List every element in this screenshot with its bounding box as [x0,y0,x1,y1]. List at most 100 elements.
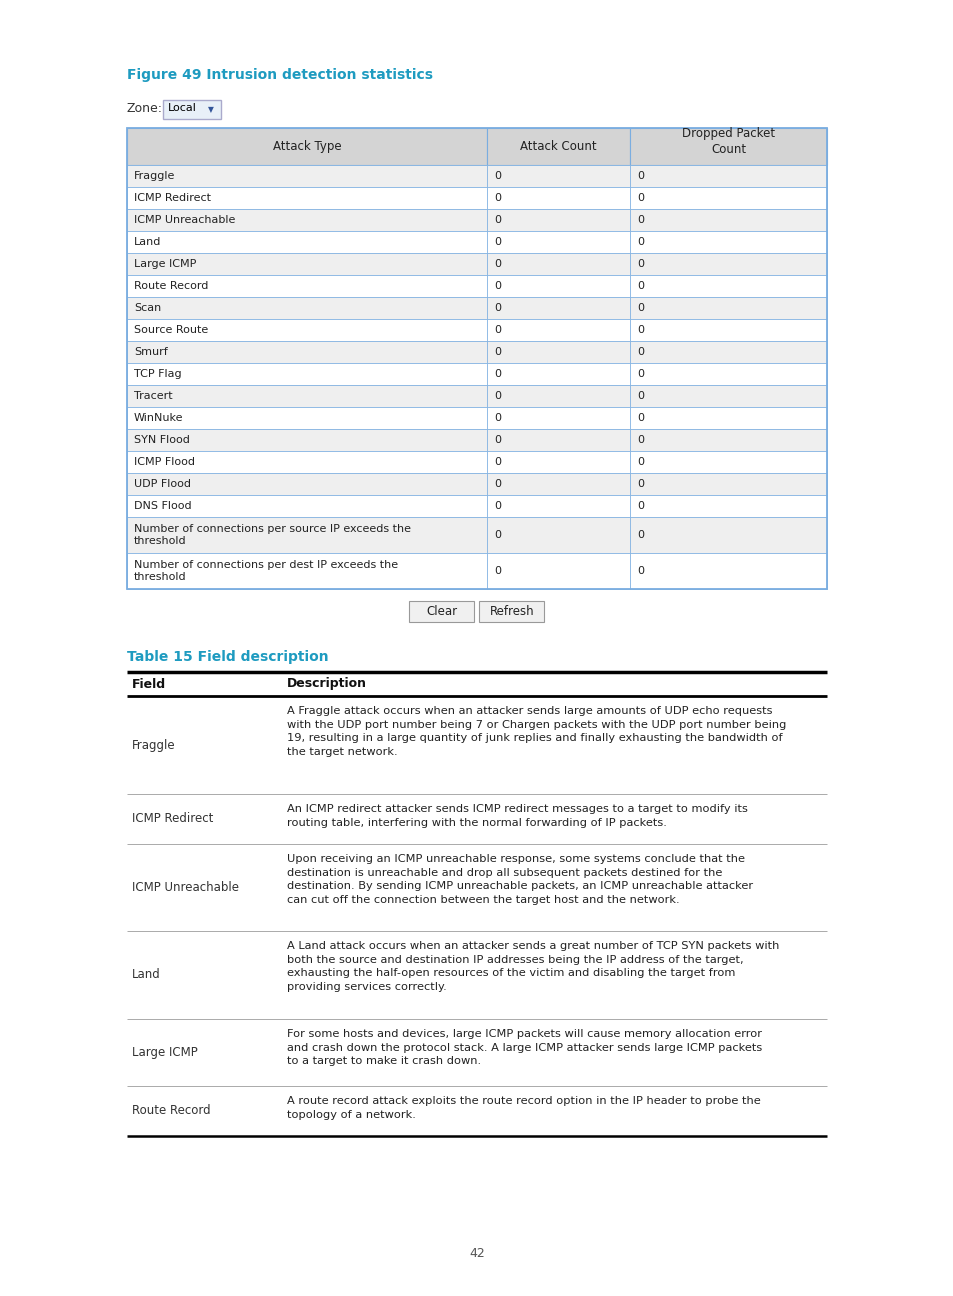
Text: 0: 0 [494,325,500,334]
Bar [486,363,629,385]
Bar [629,553,826,588]
Bar [629,165,826,187]
Text: 0: 0 [637,566,643,575]
Text: 0: 0 [637,457,643,467]
Bar [486,187,629,209]
Text: 0: 0 [494,480,500,489]
Text: Fraggle: Fraggle [133,171,175,181]
Text: 0: 0 [637,530,643,540]
Bar [127,473,486,495]
Bar [486,407,629,429]
Bar [486,128,629,165]
Text: Source Route: Source Route [133,325,208,334]
Text: 0: 0 [637,413,643,422]
Bar [629,429,826,451]
Text: Figure 49 Intrusion detection statistics: Figure 49 Intrusion detection statistics [127,67,433,82]
Bar [127,297,486,319]
Bar [409,601,474,622]
Bar [486,341,629,363]
Bar [629,187,826,209]
Text: 0: 0 [494,237,500,248]
Bar [486,553,629,588]
Bar [127,187,486,209]
Text: Land: Land [132,968,161,981]
Bar [163,100,221,119]
Text: SYN Flood: SYN Flood [133,435,190,445]
Text: 0: 0 [637,215,643,226]
Text: Number of connections per dest IP exceeds the
threshold: Number of connections per dest IP exceed… [133,560,397,582]
Bar [629,407,826,429]
Bar [486,275,629,297]
Bar [127,363,486,385]
Bar [629,517,826,553]
Text: TCP Flag: TCP Flag [133,369,181,378]
Text: Attack Type: Attack Type [273,140,341,153]
Bar [127,451,486,473]
Text: Field: Field [132,678,166,691]
Text: ICMP Redirect: ICMP Redirect [133,193,211,203]
Text: Table 15 Field description: Table 15 Field description [127,651,328,664]
Text: 0: 0 [494,413,500,422]
Text: 42: 42 [469,1247,484,1260]
Bar [486,495,629,517]
Bar [486,209,629,231]
Bar [629,495,826,517]
Text: A Land attack occurs when an attacker sends a great number of TCP SYN packets wi: A Land attack occurs when an attacker se… [287,941,779,991]
Text: 0: 0 [494,457,500,467]
Bar [629,319,826,341]
Bar [127,553,486,588]
Text: 0: 0 [494,530,500,540]
Text: 0: 0 [494,259,500,270]
Bar [127,275,486,297]
Text: 0: 0 [494,193,500,203]
Bar [127,429,486,451]
Bar [479,601,544,622]
Bar [127,128,826,588]
Bar [629,275,826,297]
Text: 0: 0 [637,480,643,489]
Text: Refresh: Refresh [489,605,534,618]
Bar [127,407,486,429]
Text: Route Record: Route Record [132,1104,211,1117]
Text: Land: Land [133,237,161,248]
Text: Local: Local [168,102,196,113]
Text: 0: 0 [637,325,643,334]
Text: For some hosts and devices, large ICMP packets will cause memory allocation erro: For some hosts and devices, large ICMP p… [287,1029,761,1067]
Bar [127,128,486,165]
Bar [629,473,826,495]
Bar [629,128,826,165]
Text: 0: 0 [494,347,500,356]
Text: Route Record: Route Record [133,281,208,292]
Text: ICMP Unreachable: ICMP Unreachable [133,215,235,226]
Bar [629,231,826,253]
Text: ICMP Flood: ICMP Flood [133,457,194,467]
Text: DNS Flood: DNS Flood [133,502,192,511]
Text: 0: 0 [494,303,500,314]
Bar [629,297,826,319]
Text: 0: 0 [637,193,643,203]
Bar [629,253,826,275]
Bar [486,253,629,275]
Bar [127,231,486,253]
Text: 0: 0 [494,281,500,292]
Bar [486,517,629,553]
Bar [127,517,486,553]
Bar [127,319,486,341]
Text: 0: 0 [494,391,500,400]
Bar [486,429,629,451]
Text: 0: 0 [494,502,500,511]
Bar [486,165,629,187]
Text: 0: 0 [637,391,643,400]
Bar [486,451,629,473]
Text: 0: 0 [494,369,500,378]
Bar [127,341,486,363]
Text: ▼: ▼ [208,105,213,114]
Text: 0: 0 [637,303,643,314]
Text: Fraggle: Fraggle [132,739,175,752]
Text: 0: 0 [637,502,643,511]
Text: 0: 0 [637,171,643,181]
Text: ICMP Redirect: ICMP Redirect [132,813,213,826]
Text: UDP Flood: UDP Flood [133,480,191,489]
Text: 0: 0 [637,237,643,248]
Text: Smurf: Smurf [133,347,168,356]
